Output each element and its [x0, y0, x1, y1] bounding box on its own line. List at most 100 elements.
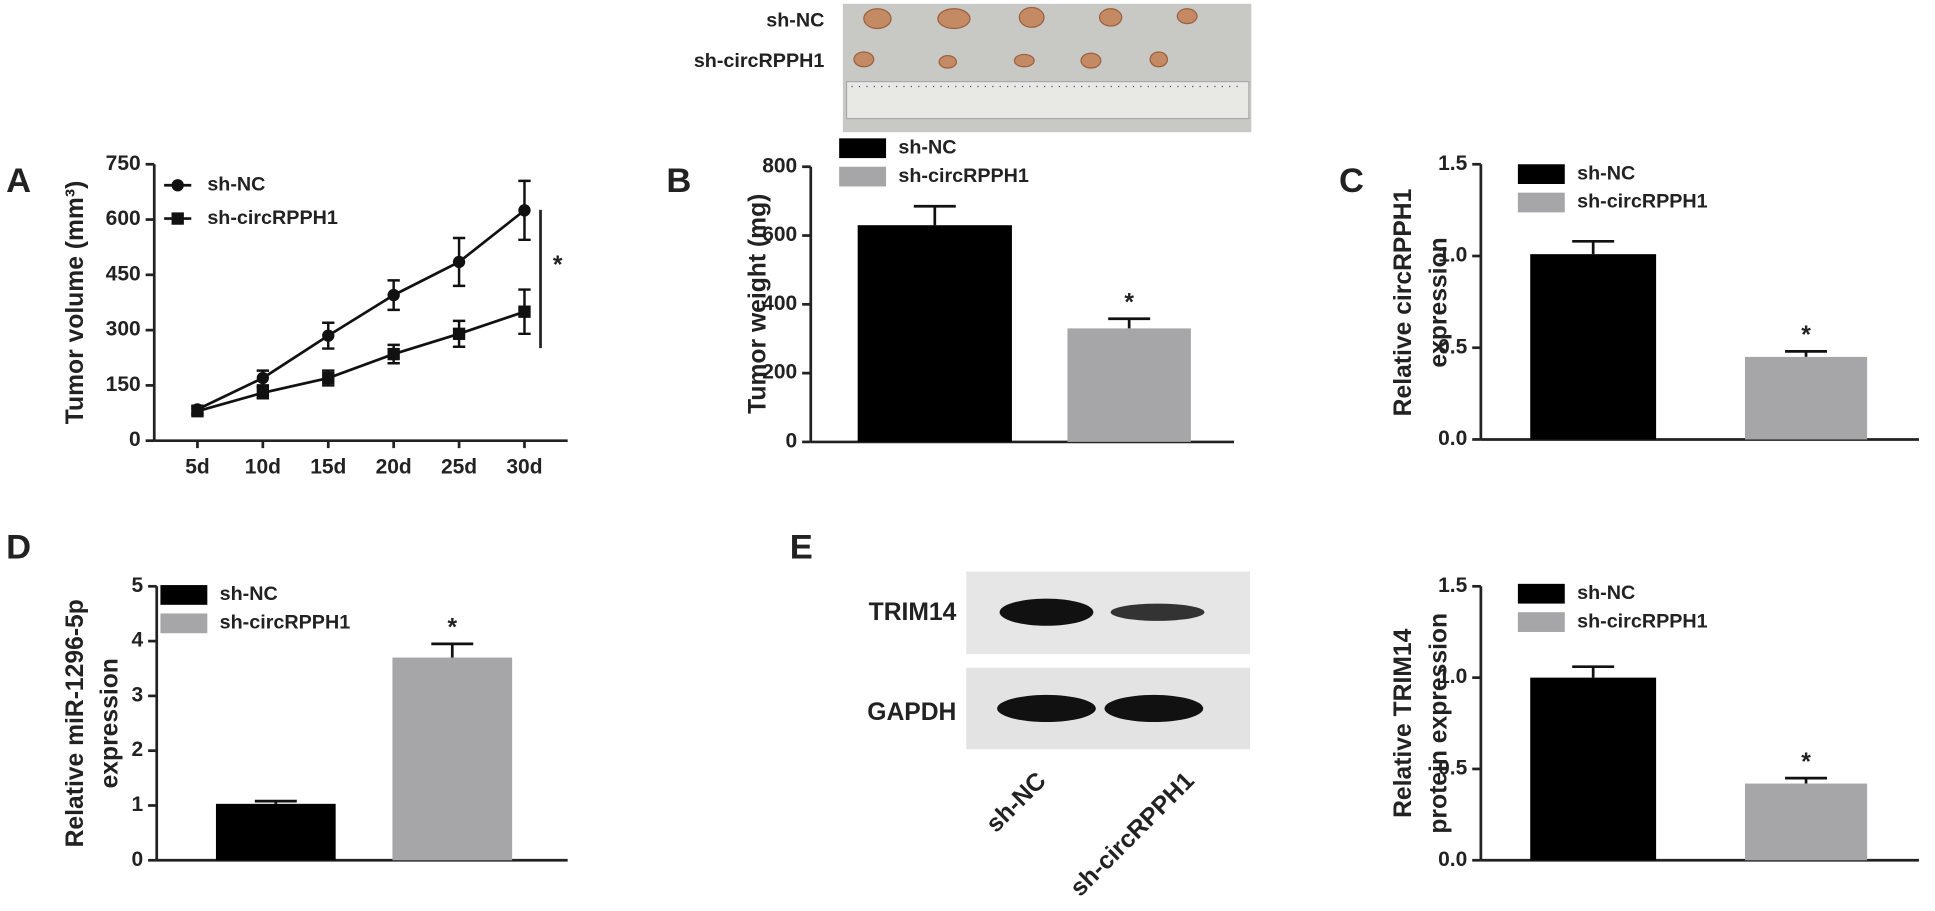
- marker: [452, 255, 466, 269]
- error-bar: [1572, 239, 1615, 255]
- marker: [191, 405, 204, 418]
- panel-letter: E: [790, 528, 813, 566]
- annotation: *: [1801, 322, 1811, 349]
- x-tick-label: 5d: [185, 455, 209, 478]
- annotation: *: [553, 252, 563, 279]
- legend-swatch: [1517, 164, 1565, 185]
- y-axis-label: Relative TRIM14: [1390, 628, 1417, 817]
- y-tick-label: 4: [131, 629, 143, 652]
- x-tick-label: 25d: [441, 455, 477, 478]
- legend-label: sh-circRPPH1: [220, 612, 351, 634]
- error-bar: [1785, 350, 1828, 357]
- band-label: TRIM14: [869, 599, 957, 626]
- legend-swatch: [839, 166, 887, 187]
- legend-swatch: [1517, 192, 1565, 213]
- x-tick-label: 30d: [506, 455, 542, 478]
- lane-label: sh-NC: [981, 767, 1052, 838]
- legend-label: sh-NC: [220, 583, 278, 605]
- marker: [518, 305, 531, 318]
- marker: [452, 327, 466, 340]
- y-tick-label: 1.5: [1438, 574, 1467, 597]
- photo-row-label: sh-circRPPH1: [694, 50, 825, 72]
- x-tick-label: 10d: [245, 455, 281, 478]
- chart-panel: C Relative circRPPH1 expression 0.0 0.5 1.0 1.…: [1339, 152, 1919, 450]
- error-bar: [913, 204, 956, 226]
- panel-letter: D: [6, 528, 31, 566]
- y-tick-label: 1.0: [1438, 244, 1467, 267]
- error-bar: [1785, 776, 1828, 784]
- error-bar: [431, 642, 474, 658]
- chart-panel: B Tumor weight (mg) 0 200 400 600 800 sh-NC * sh-…: [666, 136, 1235, 452]
- legend-label: sh-NC: [1577, 582, 1635, 604]
- y-axis-label: Relative miR-1296-5p: [62, 599, 89, 847]
- legend-swatch: [1517, 612, 1565, 632]
- legend-label: sh-circRPPH1: [1577, 610, 1708, 632]
- y-tick-label: 0.0: [1438, 427, 1467, 450]
- y-axis-label: Tumor volume (mm³): [62, 181, 89, 425]
- bar: [1530, 677, 1657, 861]
- y-tick-label: 600: [106, 207, 141, 230]
- marker: [256, 371, 270, 385]
- y-tick-label: 800: [762, 154, 797, 177]
- chart-panel: A Tumor volume (mm³) 0 150 300 450 600 750 5d 10d…: [6, 152, 568, 478]
- bar: [1530, 254, 1657, 440]
- y-tick-label: 450: [106, 262, 141, 285]
- error-bar: [1572, 665, 1615, 678]
- y-tick-label: 200: [762, 361, 797, 384]
- y-tick-label: 300: [106, 318, 141, 341]
- panel-letter: B: [666, 162, 691, 200]
- y-tick-label: 1.0: [1438, 665, 1467, 688]
- legend-swatch: [839, 138, 887, 159]
- legend-swatch: [1517, 583, 1565, 604]
- bar: [1067, 328, 1191, 442]
- y-axis-label: expression: [97, 658, 124, 788]
- marker: [322, 329, 335, 342]
- marker: [171, 179, 184, 192]
- y-tick-label: 0.5: [1438, 756, 1467, 779]
- error-bar: [254, 799, 297, 804]
- line: [196, 209, 526, 411]
- bar: [392, 657, 513, 861]
- y-tick-label: 150: [106, 373, 141, 396]
- legend-label: sh-NC: [207, 173, 265, 195]
- marker: [518, 204, 531, 217]
- bar: [1744, 783, 1868, 861]
- legend-label: sh-circRPPH1: [1577, 191, 1708, 213]
- legend-swatch: [160, 585, 208, 605]
- y-tick-label: 0: [129, 428, 141, 451]
- band-label: GAPDH: [867, 699, 956, 726]
- lane-label: sh-circRPPH1: [1065, 767, 1200, 902]
- y-tick-label: 400: [762, 292, 797, 315]
- legend-label: sh-circRPPH1: [207, 207, 338, 229]
- x-tick-label: 15d: [310, 455, 346, 478]
- x-tick-label: 20d: [376, 455, 412, 478]
- error-bar: [1108, 317, 1151, 329]
- bar: [1744, 356, 1868, 440]
- chart-panel: D Relative miR-1296-5p expression 0 1 2 3 4 5 sh-…: [6, 528, 568, 871]
- chart-panel: Relative TRIM14 protein expression 0.0 0.5 1…: [1390, 574, 1919, 871]
- y-tick-label: 1.5: [1438, 152, 1467, 175]
- legend-label: sh-NC: [1577, 162, 1635, 184]
- legend-label: sh-NC: [898, 136, 956, 158]
- marker: [322, 371, 335, 385]
- y-tick-label: 0: [131, 848, 143, 871]
- y-tick-label: 0.5: [1438, 335, 1467, 358]
- y-tick-label: 0: [786, 429, 798, 452]
- y-tick-label: 600: [762, 223, 797, 246]
- tumor-photo: sh-NC sh-circRPPH1: [694, 3, 1252, 133]
- y-tick-label: 3: [131, 683, 143, 706]
- annotation: *: [447, 615, 457, 642]
- y-tick-label: 2: [131, 738, 143, 761]
- y-axis-label: Tumor weight (mg): [744, 194, 771, 414]
- y-axis-label: expression: [1426, 237, 1453, 367]
- panel-letter: A: [6, 162, 31, 200]
- marker: [171, 212, 184, 225]
- y-tick-label: 0.0: [1438, 848, 1467, 871]
- legend-swatch: [160, 613, 208, 634]
- western-blot: E TRIM14 GAPDH sh-NC sh-circRPPH1: [790, 528, 1251, 902]
- marker: [387, 288, 400, 302]
- y-tick-label: 5: [131, 574, 143, 597]
- panel-letter: C: [1339, 162, 1364, 200]
- marker: [387, 347, 400, 361]
